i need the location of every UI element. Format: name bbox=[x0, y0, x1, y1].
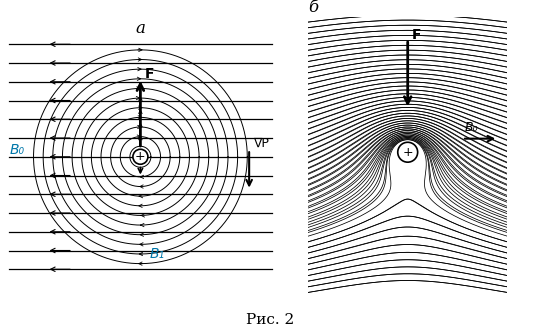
Text: +: + bbox=[135, 150, 146, 163]
Text: б: б bbox=[308, 0, 318, 16]
Text: B₀: B₀ bbox=[9, 143, 24, 157]
Text: B₁: B₁ bbox=[150, 247, 165, 261]
Text: B₀: B₀ bbox=[464, 121, 478, 134]
Circle shape bbox=[398, 142, 417, 162]
Circle shape bbox=[133, 149, 148, 164]
Text: Рис. 2: Рис. 2 bbox=[246, 313, 294, 327]
Text: ∇P: ∇P bbox=[253, 137, 269, 150]
Text: F: F bbox=[412, 28, 422, 42]
Text: +: + bbox=[402, 146, 413, 159]
Text: a: a bbox=[136, 20, 145, 37]
Text: F: F bbox=[145, 67, 154, 81]
